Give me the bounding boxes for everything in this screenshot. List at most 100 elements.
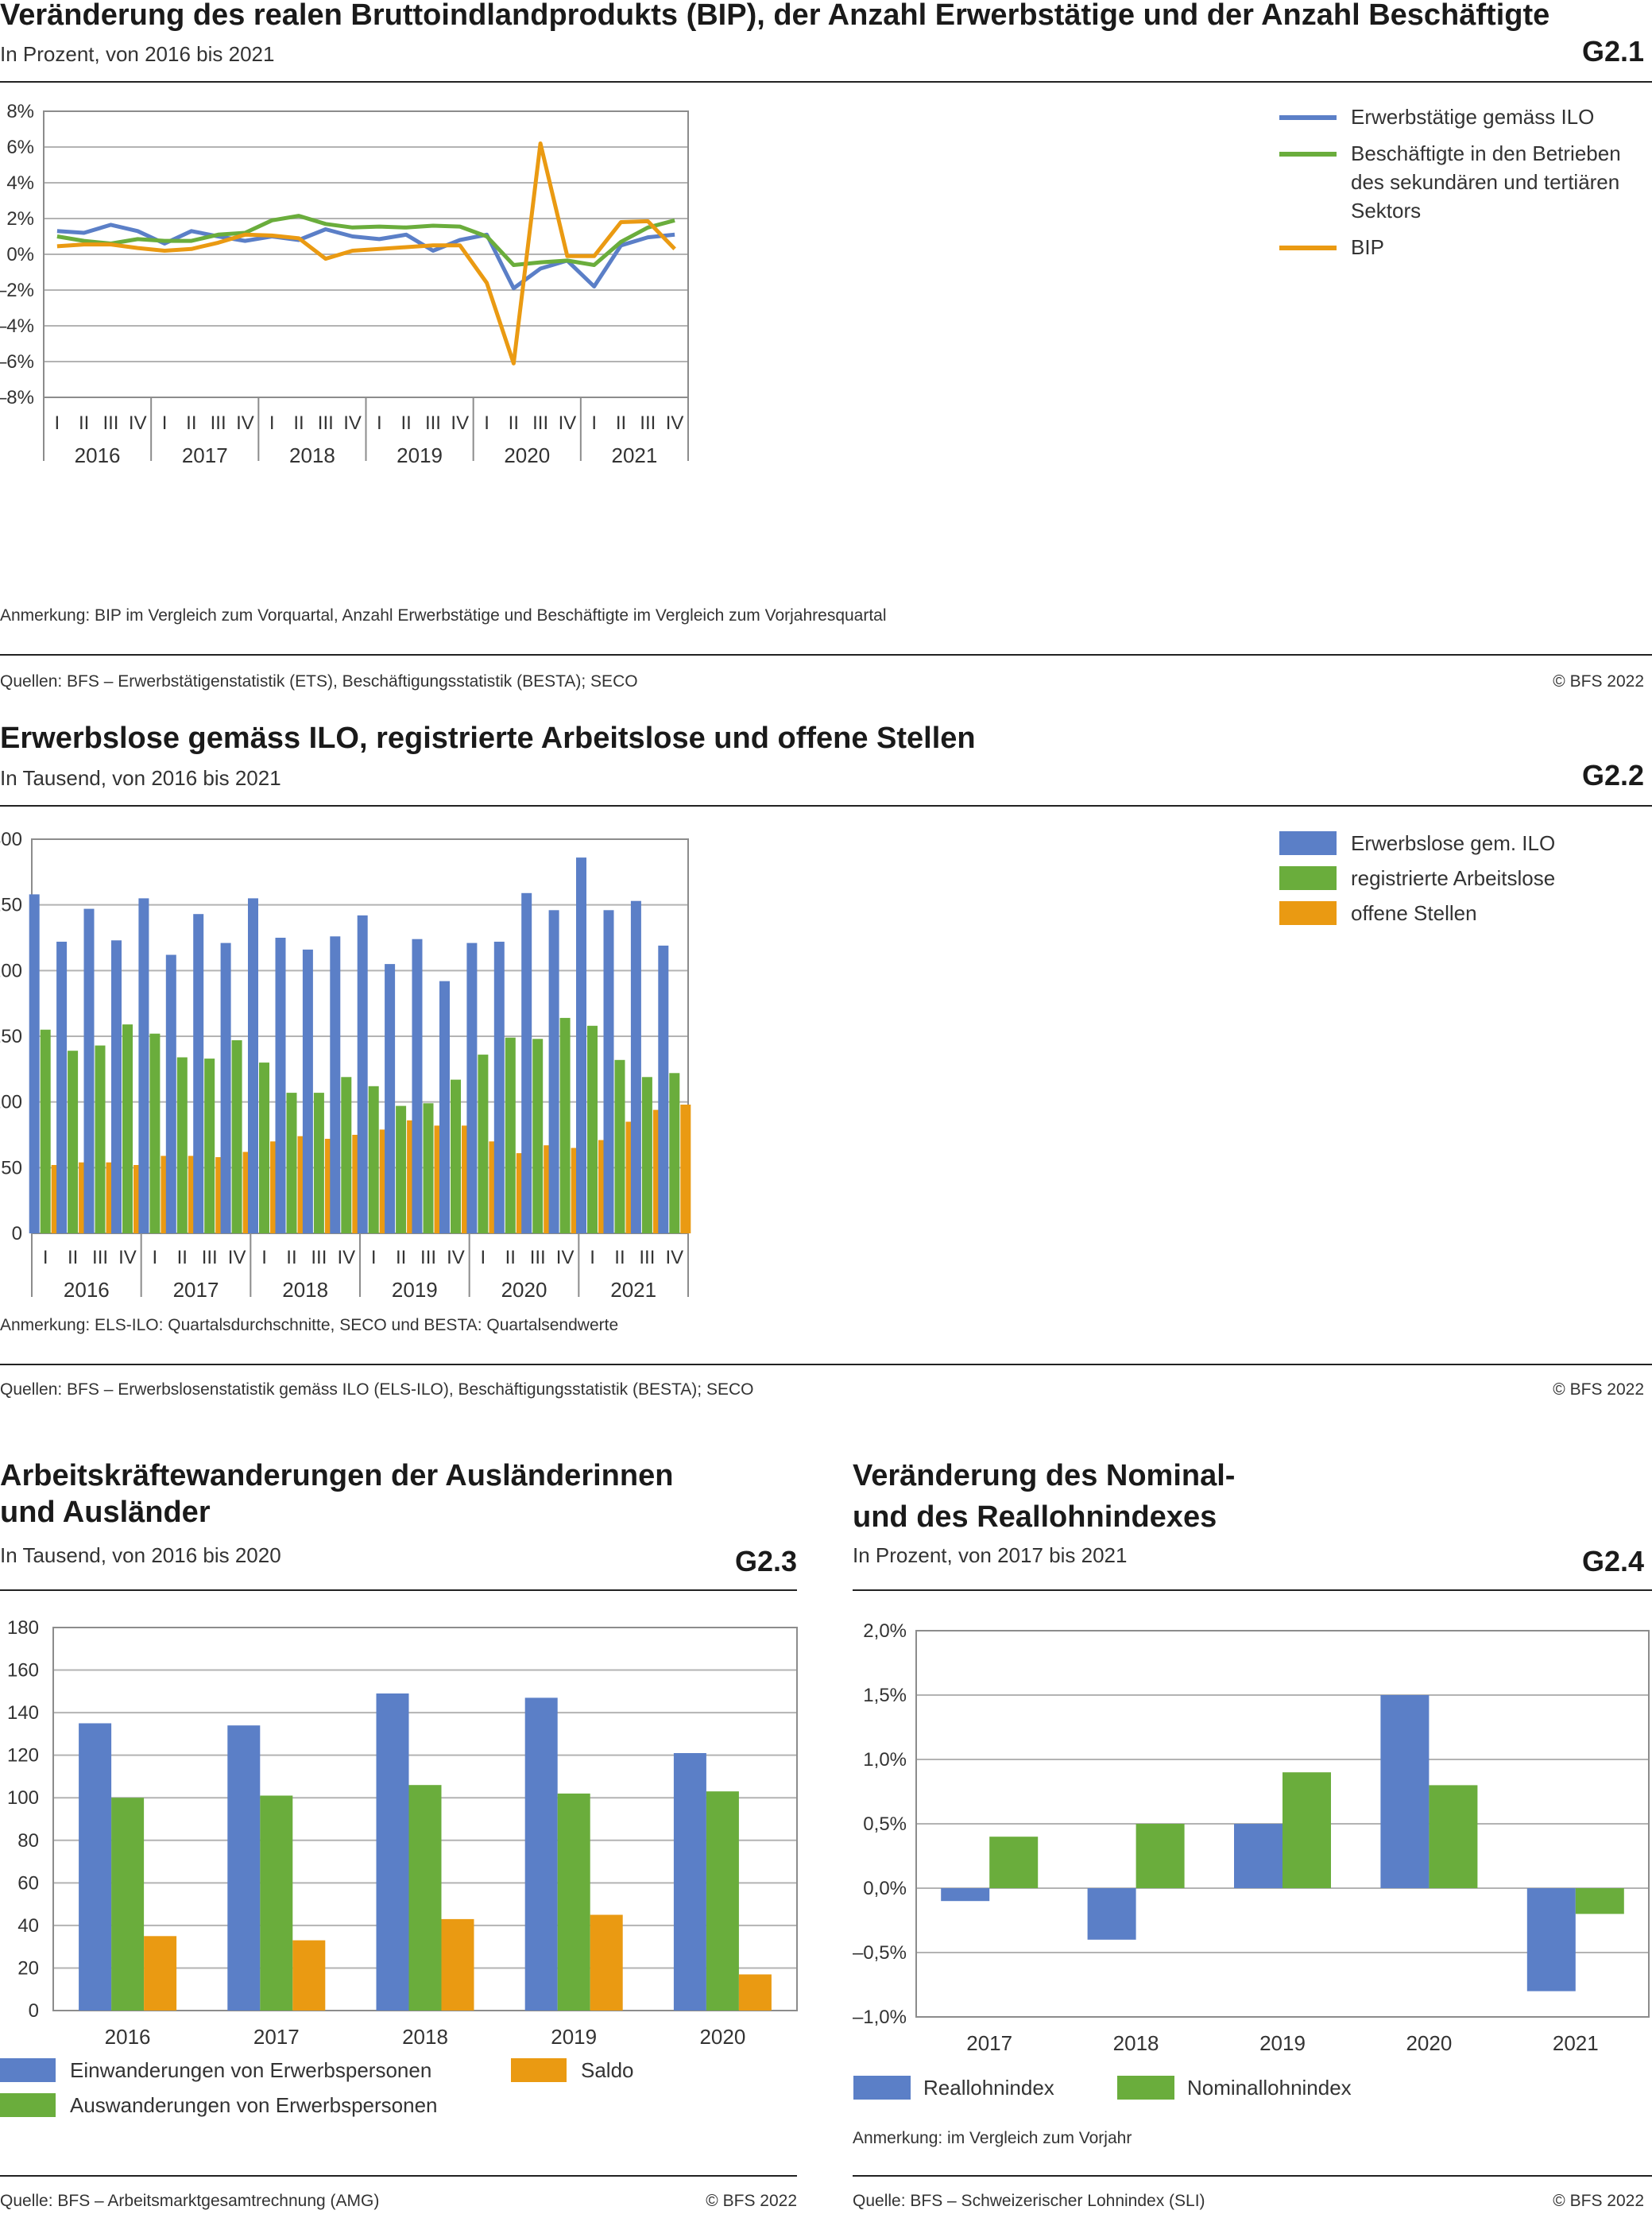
g23-ytick-label: 0 [29, 2000, 39, 2022]
g21-year-label: 2016 [75, 443, 121, 467]
g22-quarter-label: I [43, 1247, 48, 1268]
g22-bar-s1 [466, 942, 478, 1233]
g24-bar-s2 [1429, 1785, 1478, 1888]
g23-legend: Einwanderungen von Erwerbspersonen Auswan… [0, 2058, 634, 2117]
g21-ytick-label: –8% [0, 387, 34, 408]
g21-quarter-label: IV [666, 412, 684, 434]
g21-quarter-label: I [55, 412, 60, 434]
g24-bar-s1 [1087, 1888, 1136, 1940]
g22-bar-s2 [176, 1057, 188, 1233]
g24-legend-label: Nominallohnindex [1187, 2076, 1352, 2100]
g21-quarter-label: I [162, 412, 168, 434]
g22-legend: Erwerbslose gem. ILO registrierte Arbeits… [1279, 831, 1555, 925]
g23-legend-swatch [0, 2058, 56, 2082]
g23-year-label: 2016 [105, 2025, 151, 2049]
g23-bar-s2 [408, 1785, 442, 2011]
g22-quarter-label: IV [447, 1247, 465, 1268]
g21-bottom-rule [0, 654, 1652, 656]
g24-bar-s1 [1380, 1695, 1430, 1888]
g22-bar-s1 [138, 898, 149, 1233]
g22-source: Quellen: BFS – Erwerbslosenstatistik gem… [0, 1380, 754, 1399]
g22-ytick-label: 300 [0, 829, 22, 850]
g24-bar-s2 [1136, 1824, 1185, 1888]
g22-top-rule [0, 805, 1652, 807]
g23-bar-s1 [79, 1723, 112, 2011]
g22-legend-swatch [1279, 831, 1337, 855]
g22-bar-s1 [603, 910, 614, 1233]
g22-quarter-label: III [420, 1247, 436, 1268]
g22-ytick-label: 150 [0, 1026, 22, 1047]
g24-year-label: 2018 [1113, 2031, 1159, 2055]
g21-quarter-label: III [425, 412, 441, 434]
g22-bar-s1 [29, 894, 40, 1233]
g23-bar-s2 [111, 1798, 145, 2011]
g22-bar-s2 [40, 1029, 51, 1233]
g21-quarter-label: III [640, 412, 656, 434]
g21-year-label: 2020 [504, 443, 550, 467]
g23-bar-s1 [524, 1697, 558, 2011]
g24-year-label: 2019 [1259, 2031, 1306, 2055]
g23-title-line1: Arbeitskräftewanderungen der Ausländerin… [0, 1459, 674, 1492]
g22-bar-s2 [587, 1025, 598, 1233]
g23-title-line2: und Ausländer [0, 1496, 211, 1529]
g23-year-label: 2018 [402, 2025, 448, 2049]
g23-subtitle: In Tausend, von 2016 bis 2020 [0, 1543, 281, 1567]
g24-ytick-label: 2,0% [863, 1620, 907, 1642]
g22-quarter-label: I [371, 1247, 377, 1268]
g22-code: G2.2 [1581, 759, 1644, 792]
g22-bar-s2 [423, 1103, 434, 1233]
g24-bar-s2 [1575, 1888, 1624, 1914]
g21-year-label: 2021 [611, 443, 657, 467]
g22-bar-s1 [493, 942, 505, 1233]
g21-ytick-label: 8% [6, 101, 34, 122]
g22-bottom-rule [0, 1364, 1652, 1365]
g23-bar-s2 [260, 1795, 293, 2011]
g22-plot-area: 300250200150100500IIIIIIIVIIIIIIIVIIIIII… [0, 829, 691, 1302]
g21-quarter-label: II [401, 412, 412, 434]
g23-ytick-label: 120 [7, 1745, 39, 1767]
g22-quarter-label: IV [556, 1247, 575, 1268]
g22-year-label: 2021 [610, 1278, 656, 1302]
g22-bar-s2 [614, 1059, 625, 1233]
g22-legend-label: offene Stellen [1351, 901, 1477, 925]
g22-legend-swatch [1279, 866, 1337, 890]
g21-legend-label: Beschäftigte in den Betrieben [1351, 141, 1621, 165]
g24-bar-s1 [1234, 1824, 1283, 1888]
g22-bar-s1 [548, 910, 559, 1233]
g21-legend-label: Sektors [1351, 199, 1421, 223]
g23-ytick-label: 180 [7, 1617, 39, 1639]
g22-quarter-label: IV [665, 1247, 683, 1268]
g22-quarter-label: I [153, 1247, 158, 1268]
g23-legend-label: Einwanderungen von Erwerbspersonen [70, 2058, 431, 2082]
g22-quarter-label: II [614, 1247, 625, 1268]
g23-ytick-label: 100 [7, 1787, 39, 1809]
g23-ytick-label: 60 [17, 1872, 39, 1894]
g21-quarter-label: III [211, 412, 226, 434]
g21-note: Anmerkung: BIP im Vergleich zum Vorquart… [0, 606, 887, 625]
g22-bar-s2 [396, 1105, 407, 1233]
g22-ytick-label: 100 [0, 1092, 22, 1113]
g22-bar-s2 [478, 1055, 489, 1233]
g24-top-rule [853, 1589, 1652, 1591]
g21-quarter-label: I [377, 412, 382, 434]
g22-bar-s1 [193, 914, 204, 1233]
g22-year-label: 2018 [282, 1278, 328, 1302]
g24-bar-s2 [989, 1837, 1039, 1888]
g21-plot-area: 8%6%4%2%0%–2%–4%–6%–8%IIIIIIIVIIIIIIIVII… [0, 101, 689, 467]
g21-copyright: © BFS 2022 [1553, 672, 1644, 691]
g21-legend: Erwerbstätige gemäss ILO Beschäftigte in … [1279, 105, 1621, 259]
g23-ytick-label: 80 [17, 1830, 39, 1852]
g24-bar-s1 [1526, 1888, 1576, 1991]
g24-year-label: 2021 [1553, 2031, 1599, 2055]
g23-ytick-label: 40 [17, 1915, 39, 1937]
g22-bar-s1 [330, 936, 341, 1233]
g24-plot-frame [915, 1630, 1650, 2018]
g23-legend-swatch [511, 2058, 567, 2082]
g23-plot-area: 180 160 140 120 100 80 60 40 20 0 2016 2017 2018 2019… [7, 1617, 798, 2049]
g21-legend-label: Erwerbstätige gemäss ILO [1351, 105, 1594, 129]
g22-ytick-label: 200 [0, 960, 22, 981]
g21-year-label: 2017 [182, 443, 228, 467]
g21-quarter-label: I [591, 412, 597, 434]
g22-quarter-label: IV [337, 1247, 355, 1268]
g22-bar-s2 [505, 1037, 516, 1233]
